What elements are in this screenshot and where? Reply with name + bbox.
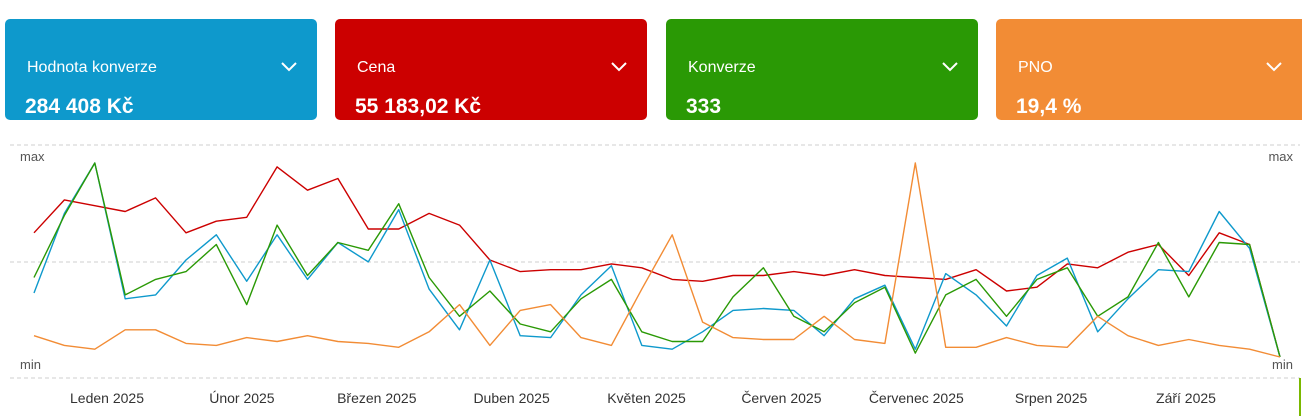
x-tick-label: Srpen 2025 — [1015, 390, 1088, 406]
series-line-1 — [33, 162, 1281, 358]
series-line-3 — [33, 162, 1281, 358]
card-konverze[interactable]: Konverze 333 — [666, 19, 978, 120]
chevron-down-icon[interactable] — [281, 62, 297, 72]
x-axis-ticks: Leden 2025 Únor 2025 Březen 2025 Duben 2025… — [70, 390, 1216, 406]
x-tick-label: Březen 2025 — [337, 390, 417, 406]
y-max-label-left: max — [20, 149, 45, 164]
card-label: Konverze — [688, 59, 756, 76]
card-pno[interactable]: PNO 19,4 % — [996, 19, 1302, 120]
chevron-down-icon[interactable] — [611, 62, 627, 72]
card-value: 333 — [686, 95, 722, 118]
chevron-down-icon[interactable] — [942, 62, 958, 72]
x-tick-label: Červenec 2025 — [869, 390, 964, 406]
series-line-0 — [33, 166, 1281, 358]
card-label: PNO — [1018, 59, 1053, 76]
series-layer — [33, 162, 1281, 358]
card-label: Cena — [357, 59, 396, 76]
x-tick-label: Září 2025 — [1156, 390, 1216, 406]
card-value: 19,4 % — [1016, 95, 1082, 118]
chart-grid — [10, 144, 1301, 416]
chevron-down-icon[interactable] — [1266, 62, 1282, 72]
card-cena[interactable]: Cena 55 183,02 Kč — [335, 19, 647, 120]
x-tick-label: Červen 2025 — [741, 390, 821, 406]
x-tick-label: Únor 2025 — [209, 390, 275, 406]
series-line-2 — [33, 162, 1281, 358]
x-tick-label: Duben 2025 — [473, 390, 550, 406]
card-value: 55 183,02 Kč — [355, 95, 482, 118]
card-label: Hodnota konverze — [27, 59, 157, 76]
metric-cards: Hodnota konverze 284 408 Kč Cena 55 183,… — [0, 0, 1302, 130]
y-min-label-left: min — [20, 357, 41, 372]
x-tick-label: Leden 2025 — [70, 390, 144, 406]
card-hodnota-konverze[interactable]: Hodnota konverze 284 408 Kč — [5, 19, 317, 120]
y-max-label-right: max — [1268, 149, 1293, 164]
x-tick-label: Květen 2025 — [607, 390, 686, 406]
line-chart: max min max min Leden 2025 Únor 2025 Březe… — [10, 144, 1301, 416]
card-value: 284 408 Kč — [25, 95, 134, 118]
y-min-label-right: min — [1272, 357, 1293, 372]
